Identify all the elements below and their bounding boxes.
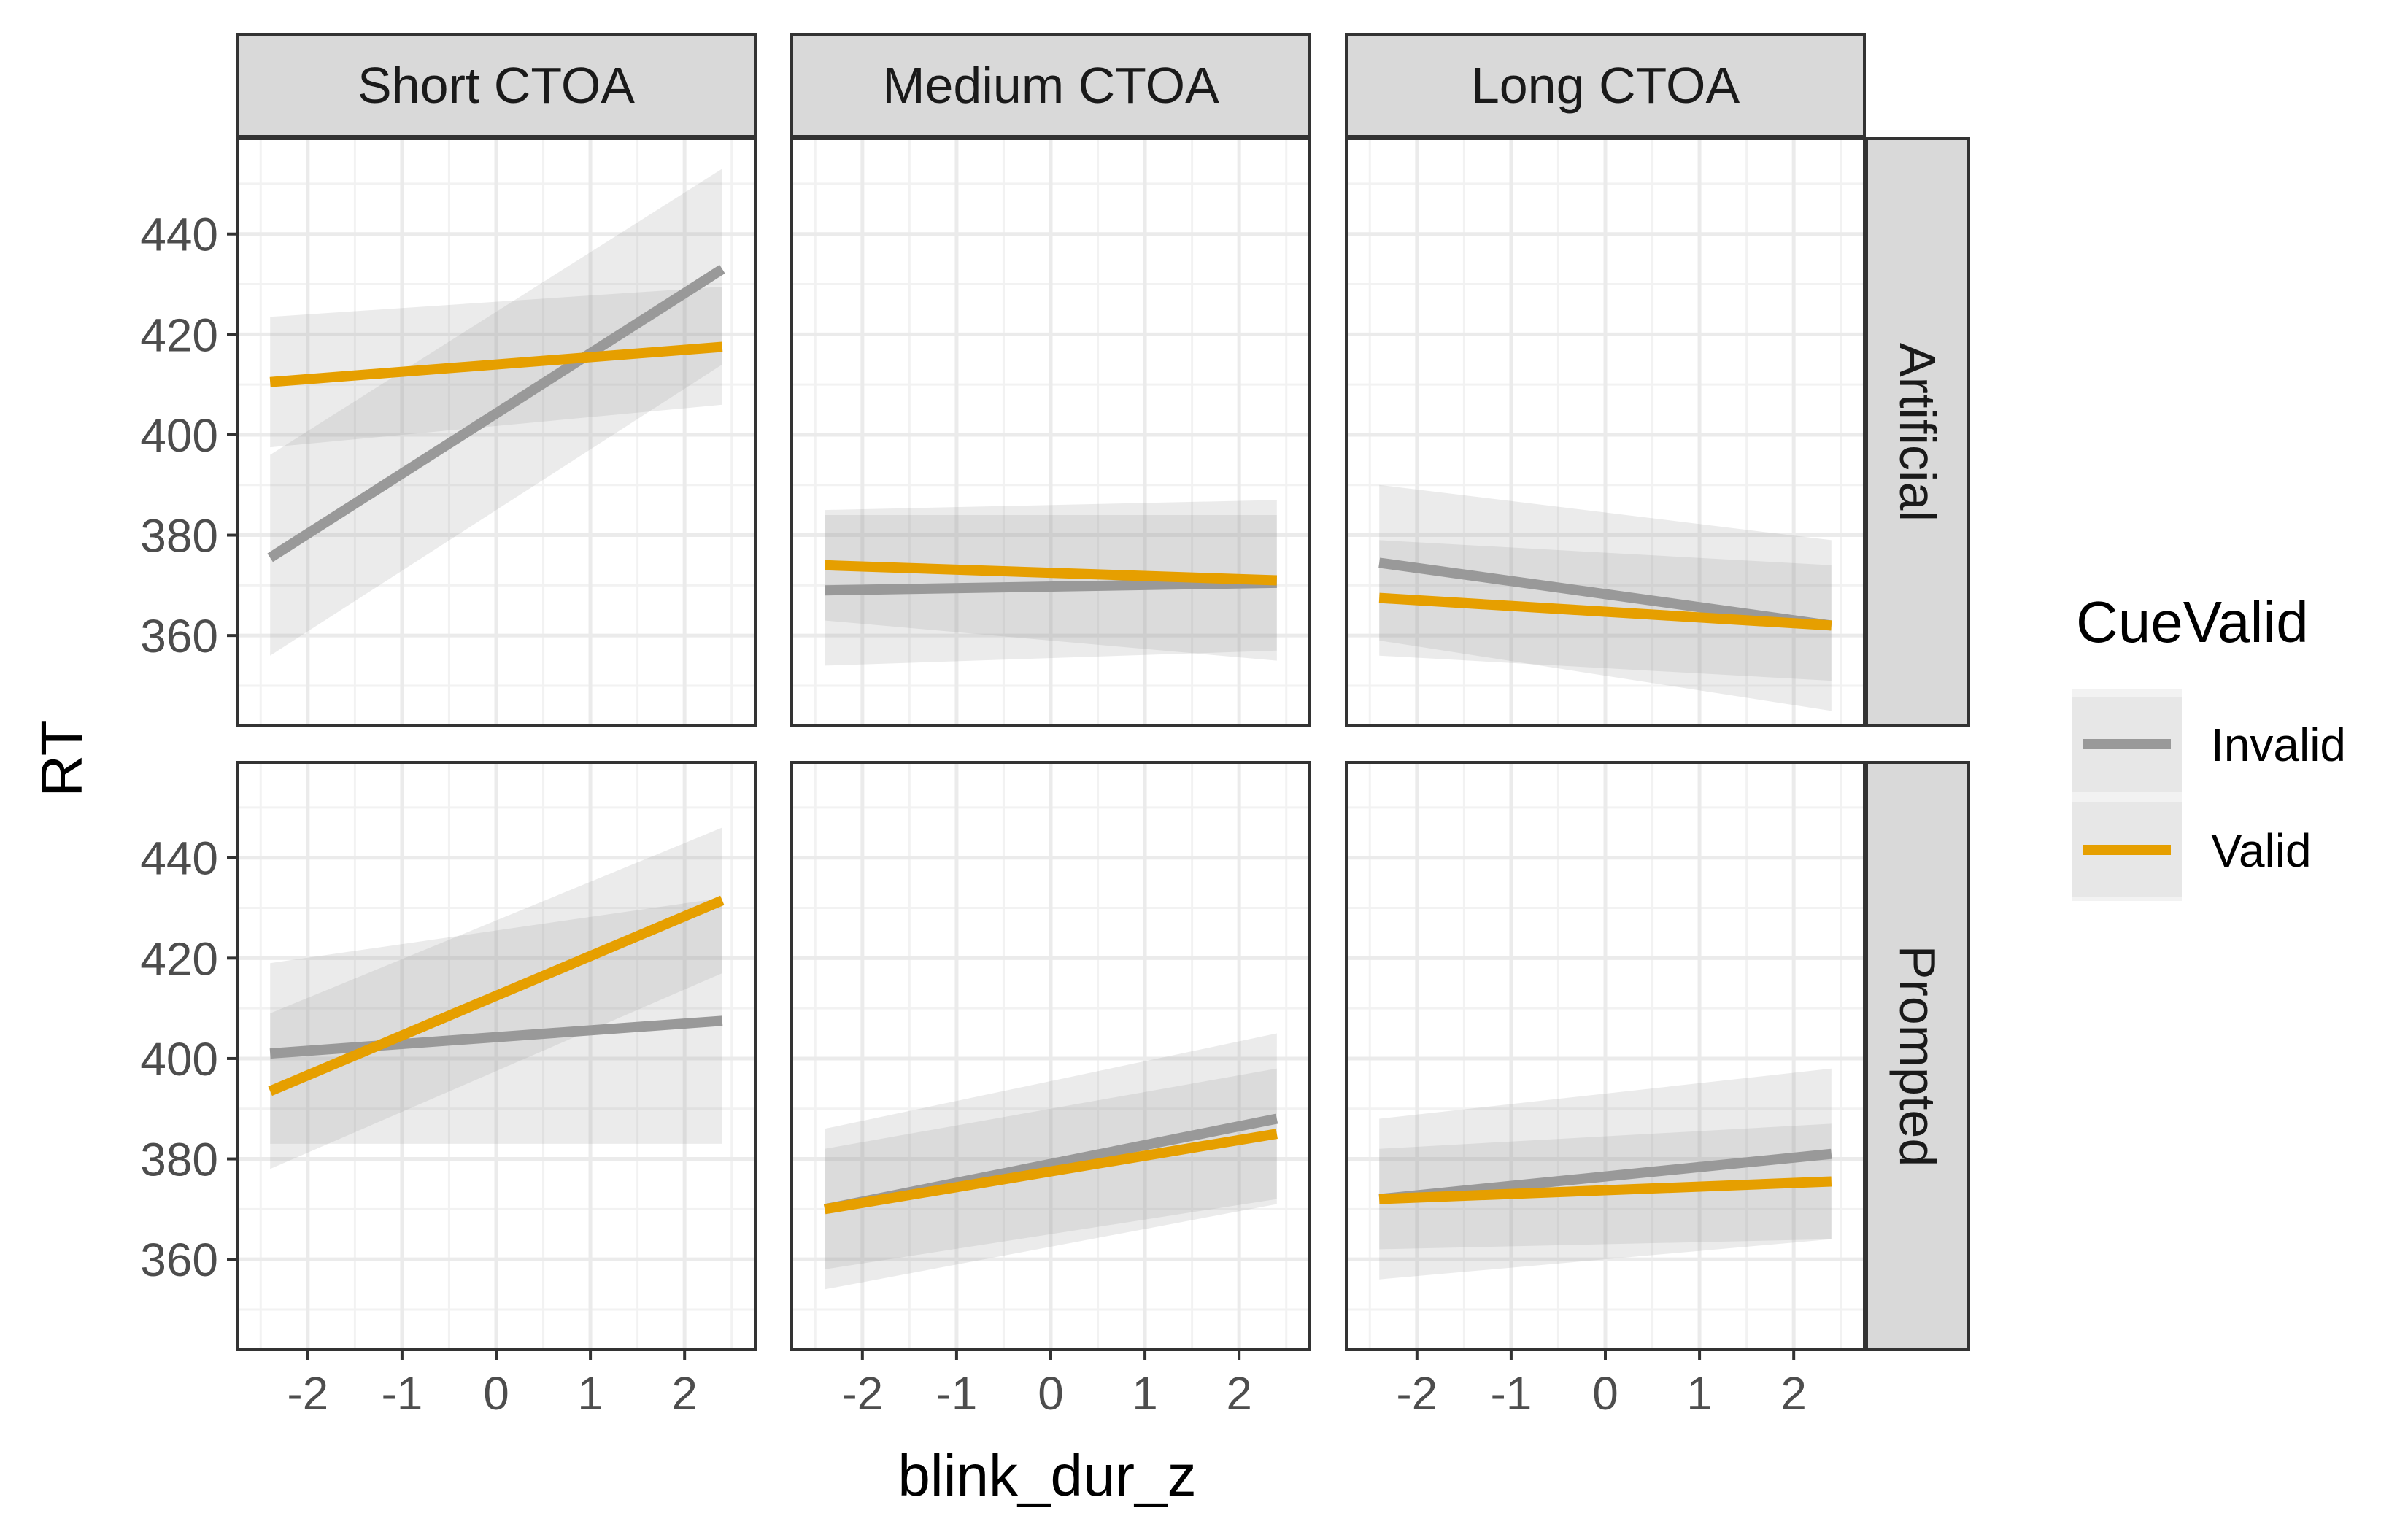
y-tick-label: 380 xyxy=(140,1134,218,1186)
x-tick-label: -2 xyxy=(1396,1367,1438,1420)
panel-border xyxy=(790,137,1311,727)
facet-label-column: Medium CTOA xyxy=(882,57,1219,114)
y-axis-title: RT xyxy=(29,720,94,797)
facet-label-column: Long CTOA xyxy=(1471,57,1740,114)
x-tick-label: -2 xyxy=(287,1367,328,1420)
series-line-invalid xyxy=(825,577,1277,596)
x-tick-label: 0 xyxy=(483,1367,509,1420)
x-tick-label: 2 xyxy=(1226,1367,1252,1420)
legend-title: CueValid xyxy=(2076,589,2309,654)
strip-layer: Short CTOA Medium CTOA Long CTOA Artificial… xyxy=(236,33,1970,1351)
series-line-invalid xyxy=(267,265,725,562)
series-line-invalid xyxy=(1378,557,1832,631)
series-line-valid xyxy=(1378,1176,1832,1204)
confidence-band xyxy=(270,897,722,1144)
x-tick-label: -2 xyxy=(841,1367,883,1420)
legend-label: Invalid xyxy=(2211,719,2346,771)
y-tick-label: 360 xyxy=(140,610,218,662)
x-tick-label: 1 xyxy=(1132,1367,1158,1420)
y-tick-label: 400 xyxy=(140,409,218,462)
y-tick-label: 440 xyxy=(140,832,218,885)
y-tick-label: 360 xyxy=(140,1234,218,1286)
panel-border xyxy=(1345,137,1866,727)
facet-label-row: Prompted xyxy=(1889,945,1946,1167)
facet-label-row: Artificial xyxy=(1889,343,1946,522)
legend-layer: CueValid Invalid Valid xyxy=(2072,589,2346,901)
facet-strip-column xyxy=(1345,33,1866,138)
x-tick-label: -1 xyxy=(935,1367,977,1420)
x-axis-title: blink_dur_z xyxy=(898,1443,1196,1508)
x-tick-label: 2 xyxy=(671,1367,698,1420)
x-tick-label: -1 xyxy=(381,1367,422,1420)
x-tick-label: 0 xyxy=(1592,1367,1618,1420)
x-tick-label: -1 xyxy=(1490,1367,1532,1420)
facet-strip-column xyxy=(790,33,1311,138)
confidence-band xyxy=(825,500,1277,661)
legend-key-background xyxy=(2072,689,2182,901)
y-tick-label: 380 xyxy=(140,510,218,562)
y-tick-label: 420 xyxy=(140,309,218,361)
x-tick-label: 2 xyxy=(1780,1367,1807,1420)
legend-label: Valid xyxy=(2211,824,2312,877)
series-line-invalid xyxy=(269,1015,723,1059)
series-line-valid xyxy=(824,1129,1278,1215)
y-tick-label: 420 xyxy=(140,932,218,985)
x-tick-label: 0 xyxy=(1038,1367,1064,1420)
series-line-valid xyxy=(1378,592,1832,631)
facet-strip-column xyxy=(236,33,757,138)
x-tick-label: 1 xyxy=(1686,1367,1713,1420)
facet-strip-row xyxy=(1865,137,1970,727)
series-line-valid xyxy=(824,560,1278,586)
series-line-valid xyxy=(269,341,723,387)
x-tick-label: 1 xyxy=(577,1367,603,1420)
grid-layer xyxy=(237,139,1864,1350)
panel-border xyxy=(236,137,757,727)
y-tick-label: 440 xyxy=(140,209,218,261)
series-line-valid xyxy=(268,895,725,1096)
facet-strip-row xyxy=(1865,761,1970,1351)
y-tick-label: 400 xyxy=(140,1033,218,1086)
data-layer xyxy=(267,169,1832,1290)
facet-label-column: Short CTOA xyxy=(358,57,635,114)
